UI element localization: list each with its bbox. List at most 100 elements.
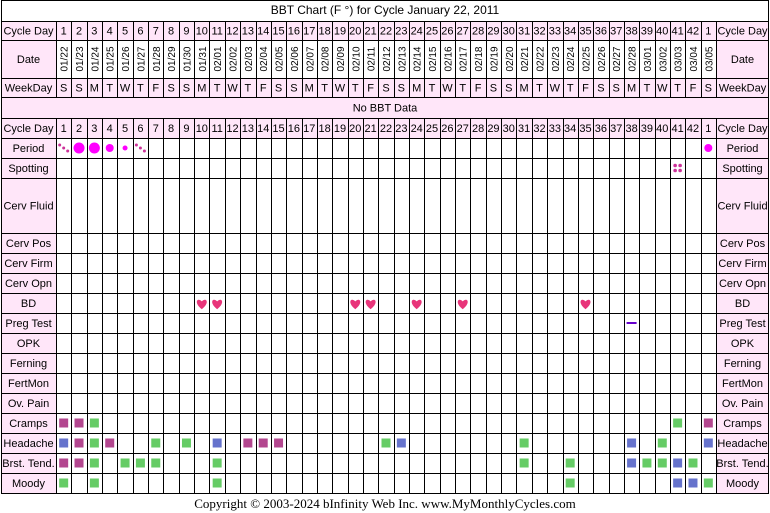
date-label: 01/27 <box>136 46 147 71</box>
row-label-spotting: Spotting <box>8 163 48 175</box>
weekday-label: S <box>290 83 297 95</box>
cycle-day-number: 40 <box>656 123 668 135</box>
period-spotting-dot <box>58 143 62 147</box>
row-label-cycle_day: Cycle Day <box>3 26 54 38</box>
cycle-day-number: 25 <box>426 26 438 38</box>
cycle-day-number: 29 <box>487 123 499 135</box>
spotting-dot <box>673 168 677 173</box>
cycle-day-number: 21 <box>365 26 377 38</box>
row-label-date-right: Date <box>731 54 754 66</box>
date-label: 03/04 <box>689 46 700 71</box>
symptom-marker-cramps <box>89 418 99 428</box>
date-label: 01/25 <box>106 46 117 71</box>
row-label-bg-left <box>1 273 56 293</box>
weekday-label: F <box>582 83 589 95</box>
cycle-day-number: 33 <box>549 123 561 135</box>
date-label: 02/22 <box>535 46 546 71</box>
row-label-cramps: Cramps <box>9 418 48 430</box>
symptom-marker-brst-tend <box>642 458 652 468</box>
cycle-day-number: 31 <box>518 123 530 135</box>
period-flow-circle <box>704 144 713 152</box>
row-label-cerv_fluid-right: Cerv Fluid <box>717 201 767 213</box>
weekday-label: T <box>429 83 436 95</box>
row-label-bg-right <box>716 293 769 313</box>
cycle-day-number: 16 <box>288 26 300 38</box>
symptom-marker-brst-tend <box>74 458 84 468</box>
cycle-day-number: 20 <box>349 26 361 38</box>
weekday-label: S <box>490 83 497 95</box>
weekday-label: T <box>214 83 221 95</box>
row-label-bg-left <box>1 373 56 393</box>
symptom-marker-headache <box>703 438 713 448</box>
cycle-day-number: 26 <box>441 123 453 135</box>
cycle-day-number: 23 <box>395 123 407 135</box>
cycle-day-number: 6 <box>137 123 143 135</box>
row-label-bg-right <box>716 273 769 293</box>
cycle-day-number: 17 <box>303 26 315 38</box>
row-label-fertmon: FertMon <box>8 378 49 390</box>
weekday-label: M <box>90 83 99 95</box>
weekday-label: T <box>459 83 466 95</box>
row-label-bg-left <box>1 138 56 158</box>
cycle-day-number: 20 <box>349 123 361 135</box>
cycle-day-number: 1 <box>61 26 67 38</box>
date-label: 01/28 <box>152 46 163 71</box>
weekday-label: F <box>260 83 267 95</box>
weekday-label: M <box>305 83 314 95</box>
row-label-bg-left <box>1 40 56 78</box>
weekday-label: M <box>627 83 636 95</box>
row-label-date: Date <box>17 54 40 66</box>
row-label-bg-right <box>716 413 769 433</box>
cycle-day-number: 4 <box>107 123 113 135</box>
weekday-label: F <box>690 83 697 95</box>
row-label-spotting-right: Spotting <box>722 163 762 175</box>
row-label-cerv_firm-right: Cerv Firm <box>718 258 766 270</box>
weekday-label: S <box>167 83 174 95</box>
cycle-day-number: 1 <box>705 123 711 135</box>
weekday-label: S <box>597 83 604 95</box>
row-label-brst_tend-right: Brst. Tend. <box>716 458 768 470</box>
date-label: 02/02 <box>229 46 240 71</box>
symptom-marker-brst-tend <box>89 458 99 468</box>
date-label: 02/18 <box>474 46 485 71</box>
date-label: 02/05 <box>275 46 286 71</box>
row-label-cycle_day-right: Cycle Day <box>717 26 768 38</box>
weekday-label: S <box>275 83 282 95</box>
period-flow-circle <box>105 144 114 152</box>
row-label-bg-left <box>1 118 56 138</box>
cycle-day-number: 8 <box>168 26 174 38</box>
row-label-bg-left <box>1 393 56 413</box>
cycle-day-number: 36 <box>595 123 607 135</box>
date-label: 02/07 <box>305 46 316 71</box>
date-label: 03/03 <box>674 46 685 71</box>
row-label-cerv_pos: Cerv Pos <box>6 238 52 250</box>
date-label: 02/16 <box>443 46 454 71</box>
cycle-day-number: 11 <box>211 123 222 135</box>
row-label-headache: Headache <box>3 438 53 450</box>
symptom-marker-headache <box>627 438 637 448</box>
period-spotting-dot <box>142 149 146 153</box>
period-spotting-dot <box>134 143 138 147</box>
cycle-day-number: 15 <box>272 123 284 135</box>
cycle-day-number: 27 <box>457 123 469 135</box>
row-label-weekday: WeekDay <box>5 83 53 95</box>
cycle-day-number: 37 <box>610 123 622 135</box>
cycle-day-number: 42 <box>687 26 699 38</box>
preg-test-negative-mark <box>626 322 637 324</box>
cycle-day-number: 37 <box>610 26 622 38</box>
cycle-day-number: 23 <box>395 26 407 38</box>
cycle-day-number: 10 <box>196 26 208 38</box>
row-label-moody: Moody <box>12 478 46 490</box>
weekday-label: T <box>644 83 651 95</box>
weekday-label: S <box>382 83 389 95</box>
cycle-day-number: 24 <box>411 26 423 38</box>
date-label: 02/17 <box>459 46 470 71</box>
spotting-dot <box>678 163 682 168</box>
cycle-day-number: 40 <box>656 26 668 38</box>
chart-border <box>1 0 769 494</box>
symptom-marker-moody <box>688 478 698 488</box>
row-label-bg-left <box>1 293 56 313</box>
row-label-cycle_day-right: Cycle Day <box>717 123 768 135</box>
row-label-bg-right <box>716 433 769 453</box>
row-label-bg-right <box>716 118 769 138</box>
